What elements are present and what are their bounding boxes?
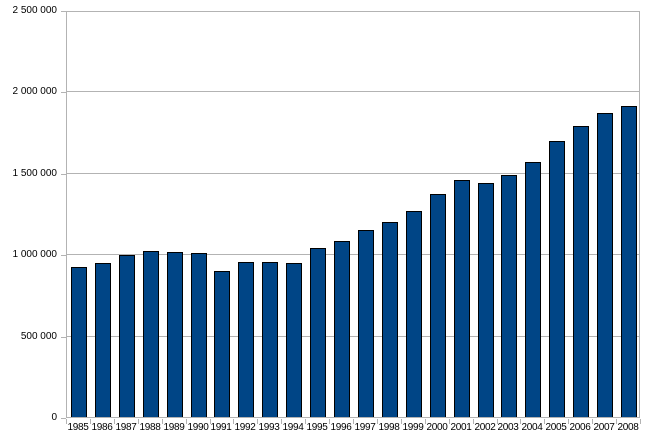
bar-2001 — [454, 180, 470, 417]
bar-1993 — [262, 262, 278, 417]
x-tick-label: 2000 — [426, 422, 448, 433]
x-axis-tick — [520, 419, 521, 424]
x-axis-tick — [210, 419, 211, 424]
x-tick-label: 1989 — [163, 422, 185, 433]
x-axis-tick — [90, 419, 91, 424]
x-tick-label: 1998 — [378, 422, 400, 433]
x-axis-tick — [544, 419, 545, 424]
x-tick-label: 1995 — [306, 422, 328, 433]
bar-1998 — [382, 222, 398, 417]
y-tick-label: 2 000 000 — [12, 86, 58, 97]
y-tick-label: 2 500 000 — [12, 5, 58, 16]
x-axis-tick — [281, 419, 282, 424]
bar-2003 — [501, 175, 517, 417]
x-tick-label: 2008 — [617, 422, 639, 433]
x-tick-label: 1988 — [139, 422, 161, 433]
bar-1995 — [310, 248, 326, 417]
gridline — [67, 11, 639, 12]
x-axis-tick — [114, 419, 115, 424]
x-axis-tick — [233, 419, 234, 424]
x-tick-label: 1993 — [258, 422, 280, 433]
bar-1990 — [191, 253, 207, 417]
x-axis-tick — [473, 419, 474, 424]
x-tick-label: 2007 — [593, 422, 615, 433]
gridline — [67, 91, 639, 92]
bar-2002 — [478, 183, 494, 417]
bar-1989 — [167, 252, 183, 417]
bar-1988 — [143, 251, 159, 417]
x-axis-tick — [305, 419, 306, 424]
bar-1994 — [286, 263, 302, 417]
x-axis-tick — [186, 419, 187, 424]
bar-1991 — [214, 271, 230, 417]
x-axis-tick — [138, 419, 139, 424]
bar-2004 — [525, 162, 541, 417]
gridline — [67, 173, 639, 174]
x-tick-label: 1985 — [67, 422, 89, 433]
x-axis-tick — [329, 419, 330, 424]
x-axis-tick — [640, 419, 641, 424]
x-tick-label: 2003 — [497, 422, 519, 433]
bar-2007 — [597, 113, 613, 417]
x-tick-label: 2005 — [545, 422, 567, 433]
y-axis-tick — [61, 174, 66, 175]
x-axis-tick — [592, 419, 593, 424]
x-axis-tick — [353, 419, 354, 424]
x-tick-label: 1994 — [282, 422, 304, 433]
x-tick-label: 1991 — [210, 422, 232, 433]
x-tick-label: 1987 — [115, 422, 137, 433]
y-axis-tick — [61, 92, 66, 93]
bar-1997 — [358, 230, 374, 417]
y-tick-label: 1 500 000 — [12, 168, 58, 179]
bar-1987 — [119, 255, 135, 417]
bar-1992 — [238, 262, 254, 417]
x-axis-tick — [449, 419, 450, 424]
x-tick-label: 2006 — [569, 422, 591, 433]
x-axis-tick — [497, 419, 498, 424]
x-tick-label: 2001 — [450, 422, 472, 433]
plot-area — [66, 11, 640, 418]
bar-2000 — [430, 194, 446, 417]
y-axis-tick — [61, 418, 66, 419]
x-tick-label: 1996 — [330, 422, 352, 433]
x-tick-label: 2002 — [474, 422, 496, 433]
x-tick-label: 1997 — [354, 422, 376, 433]
gridline — [67, 336, 639, 337]
y-axis-tick — [61, 337, 66, 338]
y-axis-tick — [61, 11, 66, 12]
y-axis-tick — [61, 255, 66, 256]
bar-2006 — [573, 126, 589, 417]
x-axis-tick — [568, 419, 569, 424]
bar-1999 — [406, 211, 422, 417]
gridline — [67, 254, 639, 255]
x-tick-label: 1986 — [91, 422, 113, 433]
x-tick-label: 1999 — [402, 422, 424, 433]
bar-1996 — [334, 241, 350, 417]
x-axis-tick — [377, 419, 378, 424]
x-tick-label: 1992 — [234, 422, 256, 433]
x-axis-tick — [66, 419, 67, 424]
bar-2005 — [549, 141, 565, 417]
x-axis-tick — [162, 419, 163, 424]
bar-2008 — [621, 106, 637, 417]
x-axis-tick — [425, 419, 426, 424]
x-tick-label: 2004 — [521, 422, 543, 433]
bar-1986 — [95, 263, 111, 417]
y-tick-label: 0 — [51, 412, 57, 423]
x-tick-label: 1990 — [187, 422, 209, 433]
y-tick-label: 1 000 000 — [12, 249, 58, 260]
x-axis-tick — [401, 419, 402, 424]
y-tick-label: 500 000 — [20, 331, 57, 342]
bar-1985 — [71, 267, 87, 417]
x-axis-tick — [616, 419, 617, 424]
x-axis-tick — [257, 419, 258, 424]
